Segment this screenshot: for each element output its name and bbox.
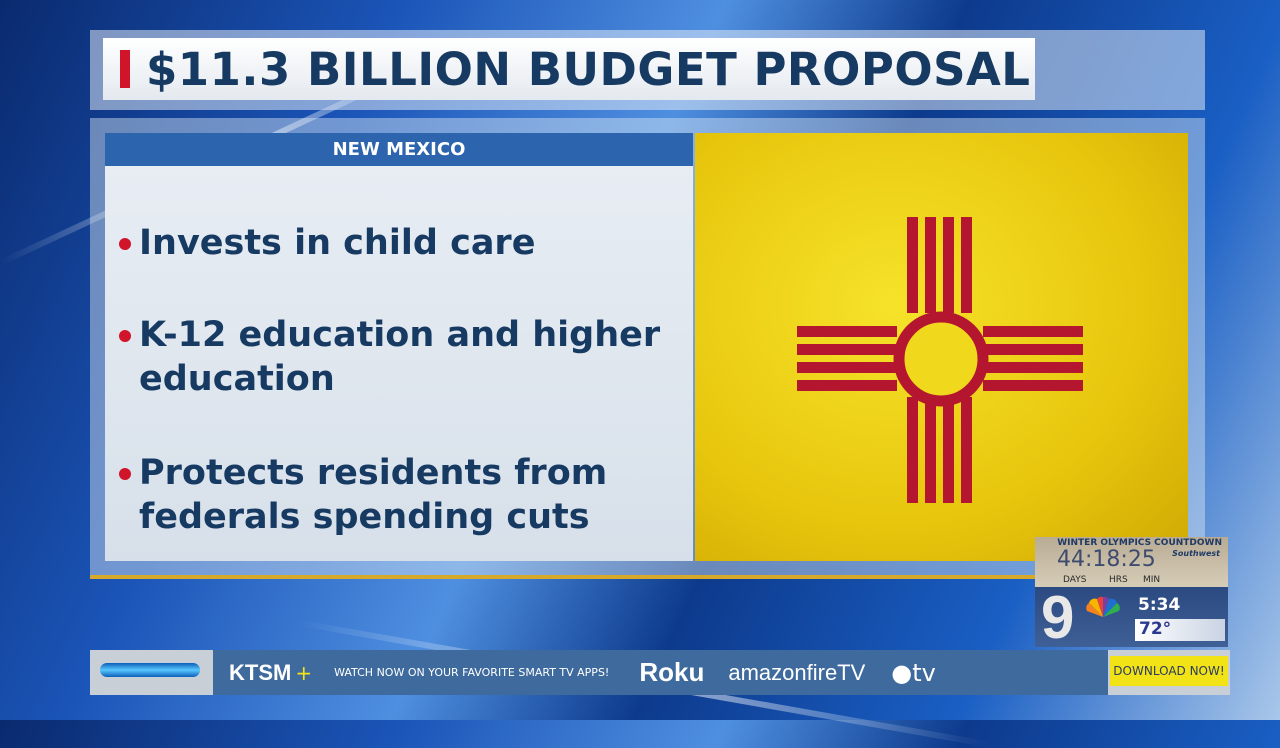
headline-bar: $11.3 BILLION BUDGET PROPOSAL — [103, 38, 1035, 100]
bullet-text: K-12 education and higher — [139, 315, 661, 355]
panel-header: NEW MEXICO — [105, 133, 693, 166]
promo-ticker: KTSM + WATCH NOW ON YOUR FAVORITE SMART … — [90, 650, 1230, 695]
headline: $11.3 BILLION BUDGET PROPOSAL — [146, 42, 1031, 96]
roku-logo: Roku — [639, 657, 705, 687]
new-mexico-flag — [695, 133, 1188, 561]
zia-sun-symbol — [797, 217, 1083, 503]
bullet-text: federals spending cuts — [139, 497, 590, 537]
apple-icon: ● — [891, 658, 913, 687]
channel-logo: 9 — [1041, 584, 1075, 651]
olympics-countdown-widget: WINTER OLYMPICS COUNTDOWN Southwest 44:1… — [1035, 537, 1228, 651]
download-now-button: DOWNLOAD NOW! — [1110, 656, 1228, 686]
sponsor-logo: Southwest — [1172, 549, 1220, 558]
bullet-dot — [119, 330, 131, 342]
nbc-peacock-icon — [1086, 596, 1120, 617]
bullet-item: Invests in child care — [119, 221, 535, 265]
countdown-title: WINTER OLYMPICS COUNTDOWN — [1057, 538, 1222, 548]
bullet-text: Protects residents from — [139, 453, 608, 493]
bullet-item: K-12 education and higher education — [119, 313, 660, 401]
bullet-text: Invests in child care — [139, 223, 536, 263]
countdown-label: DAYS — [1063, 575, 1087, 585]
bullet-dot — [119, 238, 131, 250]
headline-accent — [120, 50, 130, 88]
bullet-text: education — [139, 359, 335, 399]
clock: 5:34 — [1138, 595, 1181, 615]
ktsm-plus: + — [295, 660, 313, 685]
countdown-label: MIN — [1143, 575, 1161, 585]
countdown-value: 44:18:25 — [1057, 547, 1156, 572]
countdown-label: HRS — [1109, 575, 1128, 585]
bullet-panel: NEW MEXICO Invests in child care K-12 ed… — [105, 133, 693, 561]
apple-tv-logo: ●tv — [891, 659, 936, 687]
amazon-fire-tv-logo: amazonfireTV — [728, 659, 866, 685]
temperature: 72° — [1135, 619, 1225, 641]
gold-divider — [90, 575, 1035, 579]
bullet-dot — [119, 468, 131, 480]
ticker-message: WATCH NOW ON YOUR FAVORITE SMART TV APPS… — [334, 666, 610, 679]
apple-tv-text: tv — [912, 658, 936, 687]
bullet-item: Protects residents from federals spending… — [119, 451, 607, 539]
ktsm-logo: KTSM — [229, 659, 292, 685]
ticker-decoration — [100, 663, 200, 677]
